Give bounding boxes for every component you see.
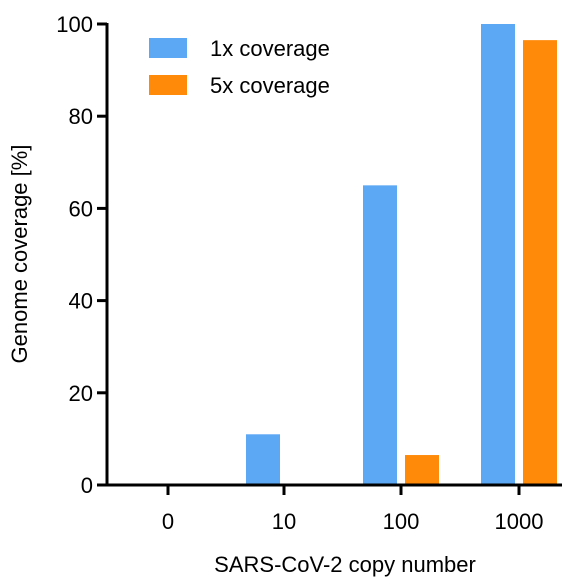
y-tick-label: 100 xyxy=(56,12,93,37)
x-axis-title: SARS-CoV-2 copy number xyxy=(214,552,476,577)
bar-1x-coverage-10 xyxy=(246,434,280,485)
bar-5x-coverage-100 xyxy=(405,455,439,485)
y-tick-label: 80 xyxy=(69,104,93,129)
bars-layer xyxy=(246,24,557,485)
y-tick-label: 20 xyxy=(69,381,93,406)
y-tick-label: 0 xyxy=(81,473,93,498)
x-tick-label: 100 xyxy=(383,509,420,534)
y-tick-label: 40 xyxy=(69,289,93,314)
legend-swatch xyxy=(149,38,187,58)
bar-1x-coverage-100 xyxy=(363,185,397,485)
legend-swatch xyxy=(149,75,187,95)
x-tick-label: 10 xyxy=(272,509,296,534)
bar-1x-coverage-1000 xyxy=(481,24,515,485)
legend-label: 1x coverage xyxy=(210,36,330,61)
y-tick-label: 60 xyxy=(69,196,93,221)
x-tick-label: 1000 xyxy=(495,509,544,534)
bar-5x-coverage-1000 xyxy=(523,40,557,485)
x-tick-label: 0 xyxy=(162,509,174,534)
legend-label: 5x coverage xyxy=(210,73,330,98)
y-axis-title: Genome coverage [%] xyxy=(7,145,32,364)
legend: 1x coverage 5x coverage xyxy=(149,36,330,98)
